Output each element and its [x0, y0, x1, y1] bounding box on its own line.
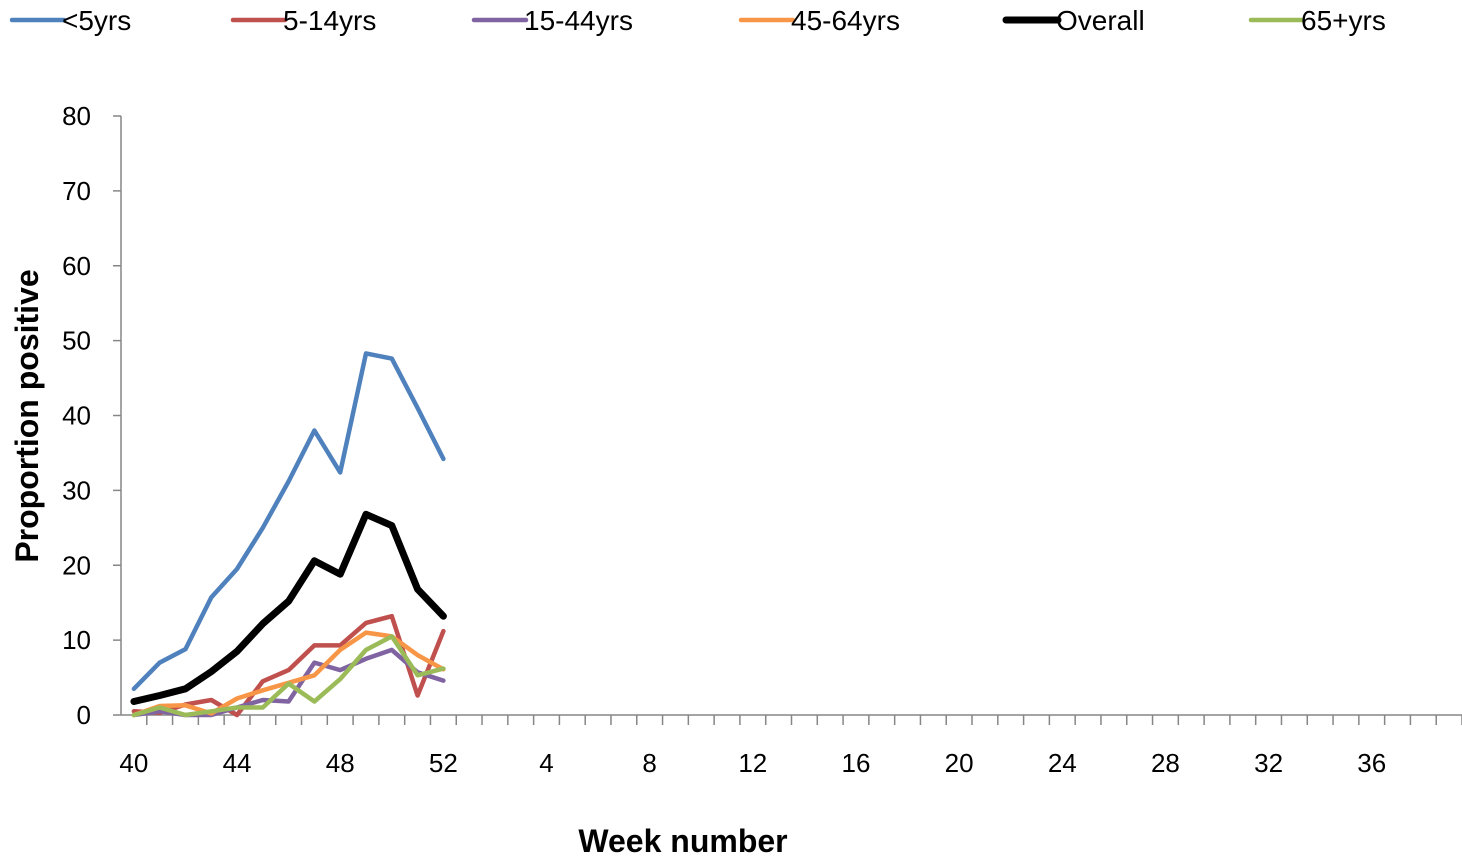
- x-axis-title: Week number: [578, 823, 787, 858]
- series-line-65-yrs: [131, 634, 446, 718]
- y-axis-ticks: 0 10 20 30 40 50 60 70 80: [62, 101, 121, 730]
- legend-label: 5-14yrs: [283, 5, 376, 36]
- series-line-overall: [130, 510, 447, 705]
- series-group: [130, 351, 447, 718]
- x-tick-label: 24: [1048, 748, 1077, 778]
- x-tick-label: 52: [429, 748, 458, 778]
- legend-label: <5yrs: [62, 5, 131, 36]
- x-tick-label: 44: [223, 748, 252, 778]
- x-tick-label: 4: [539, 748, 553, 778]
- legend-label: 65+yrs: [1301, 5, 1386, 36]
- legend-label: 15-44yrs: [524, 5, 633, 36]
- x-tick-label: 8: [642, 748, 656, 778]
- y-tick-label: 80: [62, 101, 91, 131]
- legend-label: 45-64yrs: [791, 5, 900, 36]
- y-tick-label: 70: [62, 176, 91, 206]
- x-tick-label: 40: [119, 748, 148, 778]
- y-tick-label: 30: [62, 475, 91, 505]
- x-tick-label: 48: [326, 748, 355, 778]
- y-tick-label: 20: [62, 550, 91, 580]
- y-tick-label: 60: [62, 251, 91, 281]
- x-tick-label: 36: [1357, 748, 1386, 778]
- x-tick-label: 12: [738, 748, 767, 778]
- x-tick-label: 16: [842, 748, 871, 778]
- y-tick-label: 40: [62, 401, 91, 431]
- x-axis-ticks: 40 44 48 52 4 8 12 16 20 24 28 32 36: [119, 715, 1462, 778]
- y-axis-title: Proportion positive: [9, 269, 45, 562]
- x-tick-label: 28: [1151, 748, 1180, 778]
- legend-label: Overall: [1056, 5, 1145, 36]
- series-line-5yrs: [131, 351, 446, 692]
- y-tick-label: 10: [62, 625, 91, 655]
- x-tick-label: 32: [1254, 748, 1283, 778]
- legend: <5yrs 5-14yrs 15-44yrs 45-64yrs Overall 65+yr…: [9, 5, 1386, 36]
- y-tick-label: 50: [62, 326, 91, 356]
- y-tick-label: 0: [77, 700, 91, 730]
- x-tick-label: 20: [945, 748, 974, 778]
